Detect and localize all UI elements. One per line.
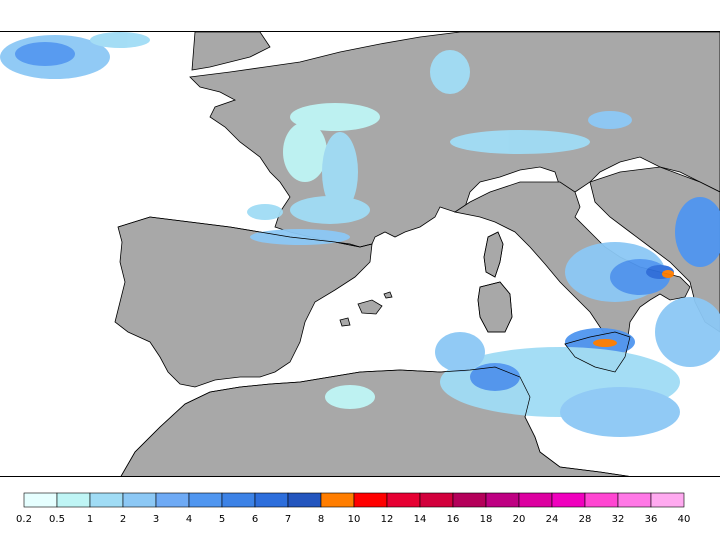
legend-swatch xyxy=(452,492,487,508)
legend-label: 8 xyxy=(318,514,324,525)
legend-swatch xyxy=(617,492,652,508)
legend-label: 12 xyxy=(381,514,394,525)
legend-swatch xyxy=(386,492,421,508)
legend-label: 2 xyxy=(120,514,126,525)
legend-label: 14 xyxy=(414,514,427,525)
legend-label: 3 xyxy=(153,514,159,525)
legend-swatch xyxy=(320,492,355,508)
legend-swatch xyxy=(122,492,157,508)
legend-label: 16 xyxy=(447,514,460,525)
legend-label: 32 xyxy=(612,514,625,525)
land-balearics xyxy=(339,291,393,327)
legend-swatch xyxy=(254,492,289,508)
legend-swatch xyxy=(23,492,58,508)
legend-label: 10 xyxy=(348,514,361,525)
legend-label: 18 xyxy=(480,514,493,525)
legend-label: 7 xyxy=(285,514,291,525)
coastlines xyxy=(117,216,631,476)
precipitation-map xyxy=(0,31,720,477)
precip-field xyxy=(0,32,720,437)
legend-swatch xyxy=(650,492,685,508)
legend-swatch xyxy=(485,492,520,508)
legend-swatch xyxy=(419,492,454,508)
legend-swatch xyxy=(89,492,124,508)
legend-label: 36 xyxy=(645,514,658,525)
legend-label: 5 xyxy=(219,514,225,525)
legend-label: 4 xyxy=(186,514,192,525)
legend-swatch xyxy=(56,492,91,508)
legend-swatch xyxy=(551,492,586,508)
legend-swatch xyxy=(221,492,256,508)
legend-label: 20 xyxy=(513,514,526,525)
legend-canvas: 0.2 0.5 1 2 3 4 5 6 7 8 10 12 14 16 18 20 24 28 32 36 40 xyxy=(16,492,691,525)
color-legend: 0.2 0.5 1 2 3 4 5 6 7 8 10 12 14 16 18 20 24 28 32 36 40 xyxy=(0,490,720,540)
legend-swatch xyxy=(155,492,190,508)
legend-swatch xyxy=(518,492,553,508)
legend-swatch xyxy=(353,492,388,508)
legend-label: 0.5 xyxy=(49,514,65,525)
land-britain xyxy=(191,32,271,71)
legend-label: 28 xyxy=(579,514,592,525)
legend-label: 1 xyxy=(87,514,93,525)
legend-swatch xyxy=(188,492,223,508)
legend-label: 6 xyxy=(252,514,258,525)
legend-label: 0.2 xyxy=(16,514,32,525)
legend-swatch xyxy=(584,492,619,508)
legend-label: 24 xyxy=(546,514,559,525)
legend-swatch xyxy=(287,492,322,508)
map-canvas xyxy=(0,32,720,476)
legend-label: 40 xyxy=(678,514,691,525)
